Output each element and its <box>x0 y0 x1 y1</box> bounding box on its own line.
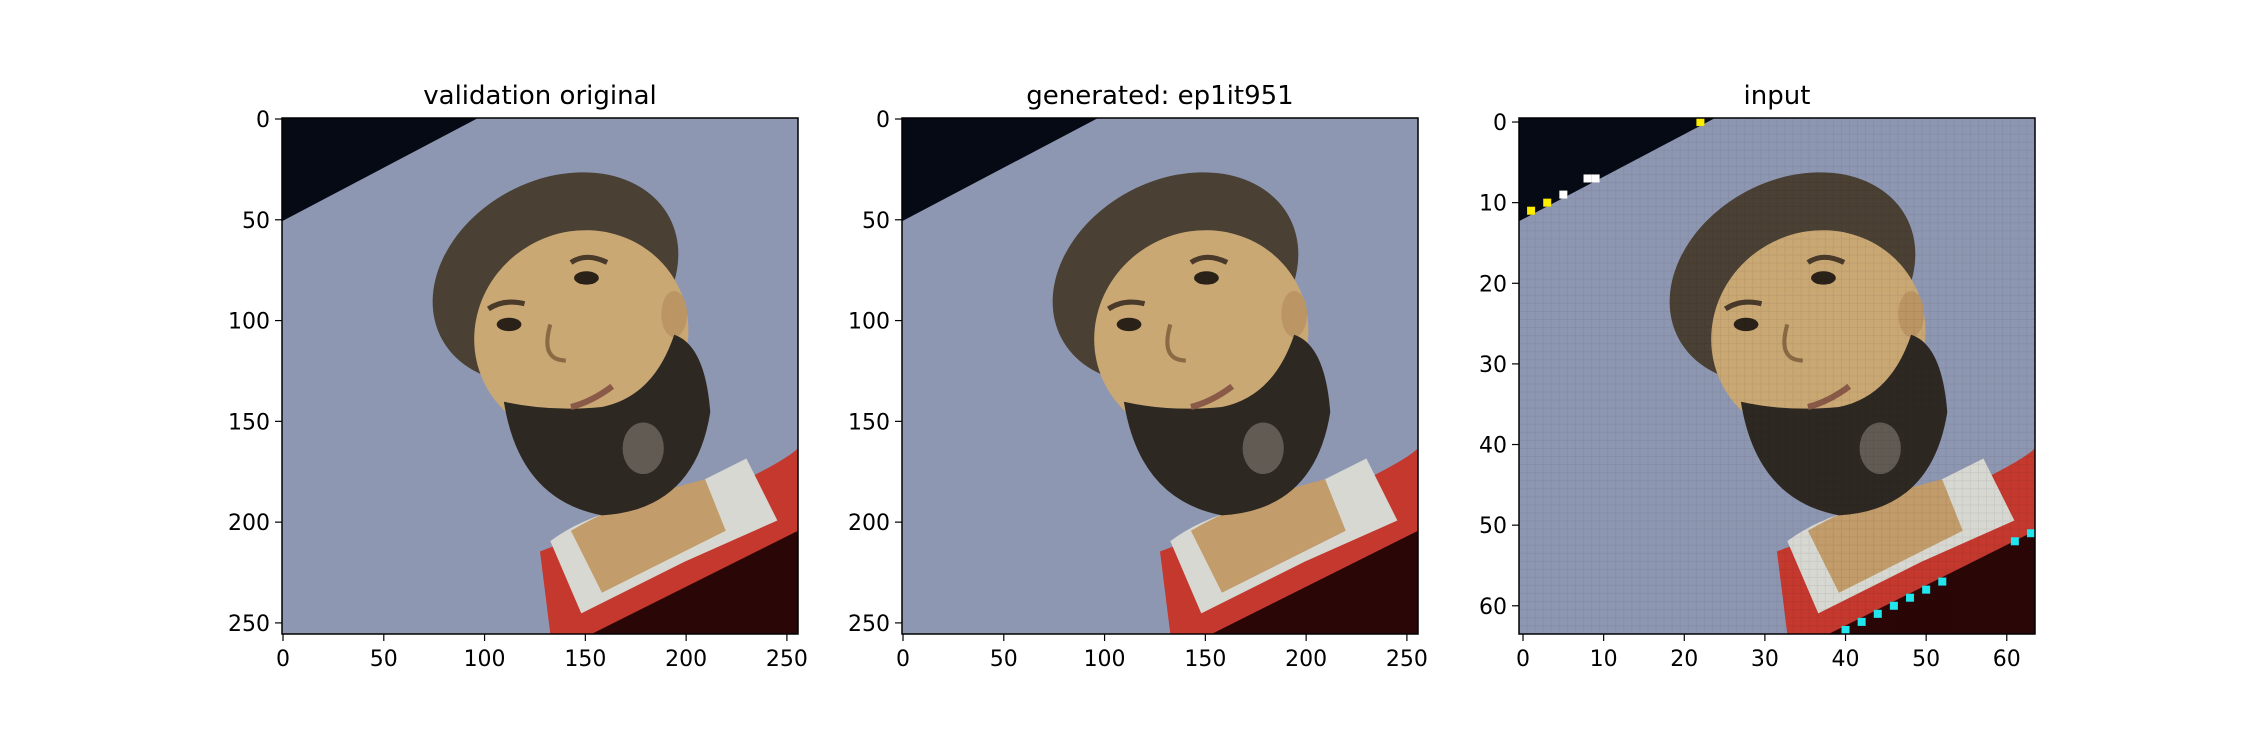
y-tick-label: 50 <box>242 209 270 234</box>
face-image <box>282 118 798 634</box>
dark-corner <box>902 118 1099 222</box>
dark-edge <box>1211 530 1418 634</box>
dark-corner <box>282 118 479 222</box>
panel-input: input 0 10 20 30 40 50 60 0 10 20 30 40 50 60 <box>1479 81 2036 672</box>
neck <box>1190 479 1346 593</box>
right-eye <box>1194 271 1219 285</box>
x-tick-label: 50 <box>1912 647 1940 672</box>
x-tick-label: 10 <box>1590 647 1618 672</box>
y-tick-label: 150 <box>228 410 270 435</box>
x-axis: 0 10 20 30 40 50 60 <box>1516 634 2021 672</box>
panel-validation-original: validation original 0 50 100 150 200 250 0 50 1… <box>228 81 808 672</box>
beard <box>1123 334 1331 516</box>
y-tick-label: 250 <box>848 612 890 637</box>
y-tick-label: 50 <box>1479 514 1507 539</box>
x-tick-label: 200 <box>1285 647 1327 672</box>
panel-title: input <box>1744 81 1811 111</box>
ear <box>661 290 688 338</box>
beard-grey <box>622 422 664 475</box>
panel-title: validation original <box>423 81 656 111</box>
dark-edge <box>591 530 798 634</box>
right-brow <box>1189 254 1229 265</box>
x-tick-label: 50 <box>370 647 398 672</box>
x-tick-label: 0 <box>1516 647 1530 672</box>
beard-grey <box>1242 422 1284 475</box>
x-tick-label: 250 <box>766 647 808 672</box>
y-tick-label: 0 <box>876 108 890 133</box>
neck <box>570 479 726 593</box>
axes-frame <box>1518 117 2036 635</box>
face <box>474 230 689 440</box>
y-tick-label: 100 <box>228 310 270 335</box>
x-axis: 0 50 100 150 200 250 <box>276 634 808 672</box>
right-eye <box>574 271 599 285</box>
y-axis: 0 50 100 150 200 250 <box>848 108 902 637</box>
nose <box>545 323 566 363</box>
axes-frame <box>901 117 1419 635</box>
x-tick-label: 50 <box>990 647 1018 672</box>
face <box>1094 230 1309 440</box>
panel-generated: generated: ep1it951 0 50 100 150 200 250 0 50 1… <box>848 81 1428 672</box>
y-tick-label: 30 <box>1479 353 1507 378</box>
right-brow <box>569 254 609 265</box>
nose <box>1165 323 1186 363</box>
y-tick-label: 200 <box>228 511 270 536</box>
x-tick-label: 200 <box>665 647 707 672</box>
x-tick-label: 0 <box>896 647 910 672</box>
y-axis: 0 50 100 150 200 250 <box>228 108 282 637</box>
y-tick-label: 0 <box>1493 111 1507 136</box>
panel-title: generated: ep1it951 <box>1026 81 1293 111</box>
x-tick-label: 40 <box>1832 647 1860 672</box>
y-tick-label: 20 <box>1479 272 1507 297</box>
left-eye <box>1116 317 1142 332</box>
face-drawing <box>282 118 798 634</box>
y-tick-label: 40 <box>1479 434 1507 459</box>
y-tick-label: 10 <box>1479 192 1507 217</box>
x-axis: 0 50 100 150 200 250 <box>896 634 1428 672</box>
mouth <box>570 383 615 410</box>
y-tick-label: 200 <box>848 511 890 536</box>
y-tick-label: 150 <box>848 410 890 435</box>
x-tick-label: 30 <box>1751 647 1779 672</box>
left-eye <box>496 317 522 332</box>
x-tick-label: 100 <box>464 647 506 672</box>
x-tick-label: 150 <box>1184 647 1226 672</box>
y-axis: 0 10 20 30 40 50 60 <box>1479 111 1519 620</box>
face-image-pixelated <box>1519 118 2035 634</box>
x-tick-label: 150 <box>564 647 606 672</box>
y-tick-label: 0 <box>256 108 270 133</box>
x-tick-label: 60 <box>1993 647 2021 672</box>
y-tick-label: 250 <box>228 612 270 637</box>
x-tick-label: 20 <box>1670 647 1698 672</box>
face-image <box>902 118 1418 634</box>
beard <box>503 334 711 516</box>
x-tick-label: 0 <box>276 647 290 672</box>
face-drawing <box>902 118 1418 634</box>
y-tick-label: 60 <box>1479 595 1507 620</box>
left-brow <box>486 299 526 312</box>
ear <box>1281 290 1308 338</box>
x-tick-label: 100 <box>1084 647 1126 672</box>
mouth <box>1190 383 1235 410</box>
left-brow <box>1106 299 1146 312</box>
y-tick-label: 50 <box>862 209 890 234</box>
x-tick-label: 250 <box>1386 647 1428 672</box>
y-tick-label: 100 <box>848 310 890 335</box>
axes-frame <box>281 117 799 635</box>
